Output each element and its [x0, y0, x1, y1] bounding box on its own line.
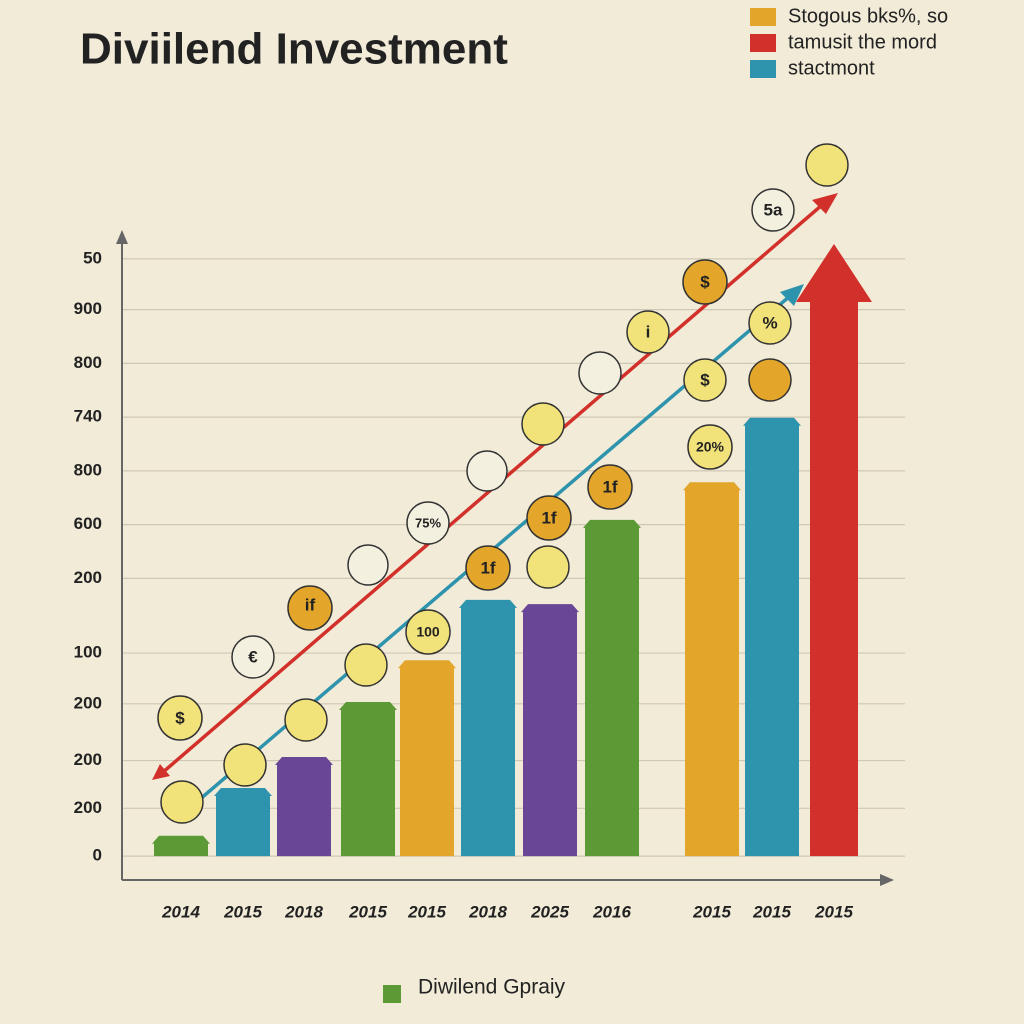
- legend: Stogous bks%, so tamusit the mord stactmon…: [750, 5, 948, 79]
- icon: [526, 545, 570, 589]
- x-tick-label: 2018: [468, 902, 507, 921]
- badge-text: 1f: [541, 508, 556, 527]
- badge: %: [748, 301, 792, 345]
- badge: €: [231, 635, 275, 679]
- y-tick-label: 0: [93, 846, 102, 865]
- badge-text: %: [762, 313, 777, 332]
- icon: [223, 743, 267, 787]
- x-tick-label: 2015: [348, 902, 387, 921]
- x-axis-arrow: [880, 874, 894, 886]
- x-tick-label: 2025: [530, 902, 569, 921]
- icon: [284, 698, 328, 742]
- legend-label: tamusit the mord: [788, 31, 937, 53]
- x-tick-label: 2015: [814, 902, 853, 921]
- bar: [683, 482, 741, 857]
- bar: [275, 756, 333, 857]
- x-tick-label: 2015: [752, 902, 791, 921]
- badge-text: 1f: [602, 477, 617, 496]
- badge: 5a: [751, 188, 795, 232]
- footer-legend-label: Diwilend Gpraiy: [418, 976, 566, 999]
- bar: [459, 599, 517, 857]
- bar: [743, 417, 801, 857]
- trend-arrow-head: [152, 764, 170, 780]
- y-tick-label: 800: [74, 353, 102, 372]
- badge: 1f: [465, 545, 511, 591]
- icon: [347, 544, 389, 586]
- bars: [152, 243, 872, 857]
- badge: $: [682, 259, 728, 305]
- badge: 100: [405, 609, 451, 655]
- badge-text: if: [305, 595, 316, 614]
- trend-arrow-head: [812, 193, 838, 214]
- badge: 1f: [587, 464, 633, 510]
- bar: [214, 788, 272, 857]
- y-tick-label: 200: [74, 750, 102, 769]
- badge-text: i: [646, 322, 651, 341]
- icon: [160, 780, 204, 824]
- icon: [578, 351, 622, 395]
- badge: $: [157, 695, 203, 741]
- x-tick-label: 2018: [284, 902, 323, 921]
- y-tick-label: 200: [74, 798, 102, 817]
- y-tick-label: 740: [74, 407, 102, 426]
- y-tick-label: 50: [83, 248, 102, 267]
- bar: [521, 604, 579, 857]
- icon: [805, 143, 849, 187]
- y-axis-arrow: [116, 230, 128, 244]
- badge-text: €: [248, 647, 258, 666]
- legend-swatch: [750, 60, 776, 78]
- badge-text: 5a: [764, 200, 783, 219]
- footer-legend-swatch: [383, 985, 401, 1003]
- legend-swatch: [750, 8, 776, 26]
- y-tick-label: 200: [74, 693, 102, 712]
- badge-text: 20%: [696, 439, 725, 455]
- badge-text: 100: [416, 624, 440, 640]
- y-tick-label: 200: [74, 568, 102, 587]
- x-tick-label: 2014: [161, 902, 200, 921]
- legend-label: Stogous bks%, so: [788, 5, 948, 27]
- badge-text: $: [175, 708, 185, 727]
- y-tick-label: 600: [74, 514, 102, 533]
- legend-label: stactmont: [788, 57, 875, 79]
- badge-text: 75%: [415, 515, 441, 530]
- badge: 1f: [526, 495, 572, 541]
- icon: [748, 358, 792, 402]
- x-tick-label: 2016: [592, 902, 631, 921]
- legend-swatch: [750, 34, 776, 52]
- bar: [339, 702, 397, 857]
- chart-title: Diviilend Investment: [80, 25, 508, 74]
- badge-text: $: [700, 370, 710, 389]
- badge: $: [683, 358, 727, 402]
- bar: [398, 660, 456, 857]
- y-tick-label: 100: [74, 643, 102, 662]
- icon: [466, 450, 508, 492]
- badge: 20%: [687, 424, 733, 470]
- trend-arrow-head: [780, 284, 804, 306]
- x-tick-label: 2015: [692, 902, 731, 921]
- badge-text: 1f: [480, 558, 495, 577]
- badge: 75%: [406, 501, 450, 545]
- badge-text: $: [700, 272, 710, 291]
- badge: if: [287, 585, 333, 631]
- bar: [152, 835, 210, 857]
- icon: [344, 643, 388, 687]
- icons: [160, 143, 849, 824]
- icon: [521, 402, 565, 446]
- badge: i: [626, 310, 670, 354]
- x-tick-label: 2015: [223, 902, 262, 921]
- bar: [583, 519, 641, 857]
- y-tick-label: 800: [74, 460, 102, 479]
- x-tick-label: 2015: [407, 902, 446, 921]
- bar: [796, 243, 872, 857]
- y-tick-label: 900: [74, 299, 102, 318]
